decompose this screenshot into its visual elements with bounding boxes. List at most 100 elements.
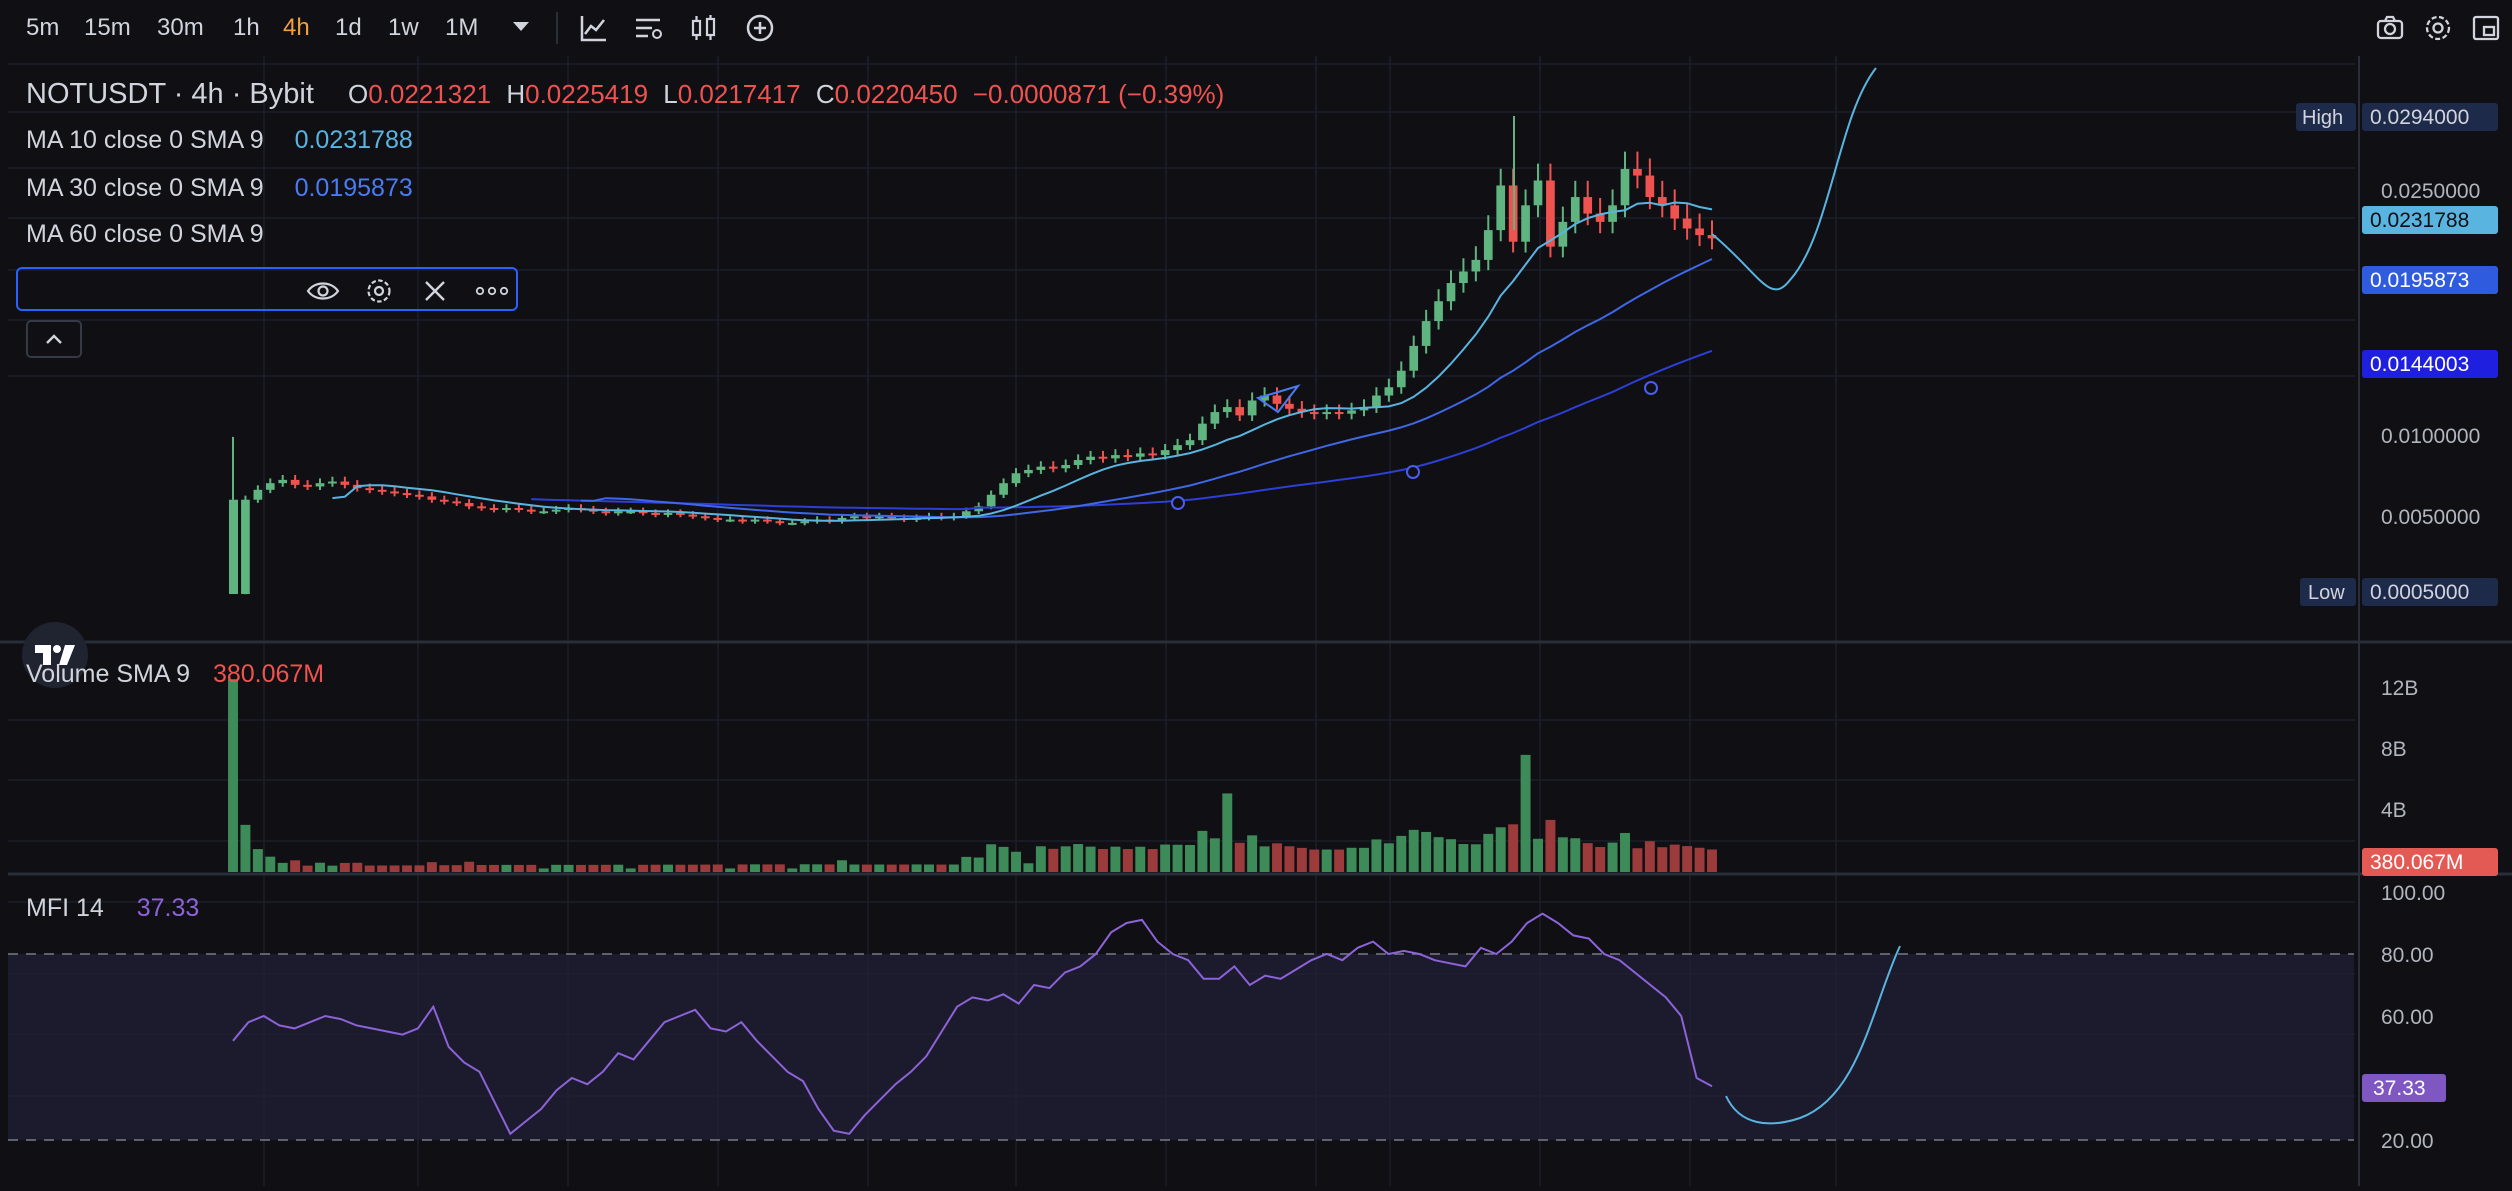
volume-bar <box>1557 837 1568 872</box>
ma60-marker <box>1171 496 1185 510</box>
more-options-icon[interactable] <box>474 282 510 300</box>
ma60-price-tag <box>2362 350 2498 378</box>
volume-bar <box>1160 844 1171 872</box>
timeframe-1M[interactable]: 1M <box>445 14 479 41</box>
candle-body <box>415 494 424 497</box>
ma30-legend[interactable]: MA 30 close 0 SMA 9 0.0195873 <box>26 174 413 203</box>
candle-body <box>986 494 996 507</box>
ma10-legend[interactable]: MA 10 close 0 SMA 9 0.0231788 <box>26 126 413 155</box>
close-value: 0.0220450 <box>834 79 958 109</box>
collapse-legend-button[interactable] <box>26 320 82 358</box>
volume-bar <box>1632 848 1643 872</box>
volume-bar <box>1607 842 1618 872</box>
volume-bar <box>476 864 487 872</box>
volume-bar <box>625 868 636 872</box>
ma30-line <box>580 258 1713 519</box>
volume-bar <box>1644 841 1655 872</box>
high-label: High <box>2302 107 2343 129</box>
indicators-chart-icon[interactable] <box>578 12 610 44</box>
fullscreen-icon[interactable] <box>2470 12 2502 44</box>
volume-bar <box>439 865 450 872</box>
timeframe-5m[interactable]: 5m <box>26 14 60 41</box>
price-change: −0.0000871 (−0.39%) <box>972 79 1225 109</box>
timeframe-15m[interactable]: 15m <box>84 14 131 41</box>
timeframe-dropdown-icon[interactable] <box>510 18 532 36</box>
volume-bar <box>1259 846 1270 872</box>
timeframe-1w[interactable]: 1w <box>388 14 419 41</box>
candle-body <box>1322 412 1332 415</box>
add-indicator-icon[interactable] <box>744 12 776 44</box>
volume-bar <box>1085 846 1096 872</box>
candle-body <box>601 511 611 514</box>
tradingview-logo-icon <box>35 645 75 665</box>
candle-body <box>638 511 648 514</box>
ma60-legend-selected[interactable] <box>16 267 518 311</box>
candle-body <box>315 483 325 487</box>
high-value-box <box>2362 103 2498 131</box>
mfi-tag <box>2362 1074 2446 1102</box>
candle-body <box>1347 410 1356 414</box>
volume-bar <box>538 868 549 872</box>
volume-bar <box>1396 835 1407 872</box>
volume-bar <box>998 846 1009 872</box>
volume-bar <box>327 865 338 872</box>
candle-body <box>1471 259 1481 272</box>
volume-bar <box>414 865 425 872</box>
chart-area[interactable]: 0.0250000 0.0100000 0.0050000 High 0.029… <box>0 56 2512 1186</box>
candle-body <box>1210 412 1220 424</box>
candle-body <box>303 484 312 487</box>
volume-bar <box>1682 846 1693 872</box>
candle-body <box>1421 321 1431 346</box>
candle-body <box>700 516 710 519</box>
candle-body <box>1459 271 1468 284</box>
candle-body <box>340 481 350 485</box>
settings-gear-icon[interactable] <box>2422 12 2454 44</box>
mfi-band <box>8 954 2354 1140</box>
volume-bar <box>1247 835 1258 872</box>
volume-bar <box>513 864 524 872</box>
projection-curve-price <box>1711 67 1877 291</box>
chart-canvas[interactable]: 0.0250000 0.0100000 0.0050000 High 0.029… <box>0 56 2512 1186</box>
timeframe-1h[interactable]: 1h <box>233 14 260 41</box>
ma60-price-tag-text: 0.0144003 <box>2370 353 2469 376</box>
candle-style-icon[interactable] <box>688 12 720 44</box>
volume-bar <box>1272 843 1282 872</box>
volume-bar <box>849 864 860 872</box>
volume-bar <box>489 864 499 872</box>
candle-body <box>676 512 685 515</box>
volume-bar <box>1707 849 1717 872</box>
eye-icon[interactable] <box>306 278 340 304</box>
symbol-legend[interactable]: NOTUSDT · 4h · Bybit O0.0221321 H0.02254… <box>26 78 1224 111</box>
high-label-ohlc: H <box>506 79 526 109</box>
volume-bar <box>563 864 574 872</box>
mfi-title: MFI 14 <box>26 894 104 922</box>
volume-bar <box>1296 847 1307 872</box>
volume-bar <box>1060 846 1071 872</box>
timeframe-4h[interactable]: 4h <box>283 14 310 41</box>
candle-body <box>1334 412 1344 415</box>
ma60-legend[interactable]: MA 60 close 0 SMA 9 <box>26 220 264 249</box>
ma60-marker <box>1406 465 1420 479</box>
mfi-legend[interactable]: MFI 14 37.33 <box>26 894 199 923</box>
volume-tick: 8B <box>2381 738 2407 761</box>
candle-body <box>1409 345 1419 371</box>
volume-bar <box>1433 837 1444 872</box>
volume-bar <box>1371 839 1382 872</box>
timeframe-1d[interactable]: 1d <box>335 14 362 41</box>
indicator-settings-icon[interactable] <box>364 276 394 306</box>
remove-indicator-icon[interactable] <box>422 278 448 304</box>
timeframe-30m[interactable]: 30m <box>157 14 204 41</box>
camera-icon[interactable] <box>2374 12 2406 44</box>
volume-bar <box>787 868 798 872</box>
tradingview-logo[interactable] <box>22 622 88 688</box>
replay-icon[interactable] <box>632 12 664 44</box>
volume-bar <box>265 856 276 872</box>
ma30-value: 0.0195873 <box>294 174 413 202</box>
volume-bar <box>1122 849 1133 872</box>
ohlc-values: O0.0221321 H0.0225419 L0.0217417 C0.0220… <box>348 79 1224 109</box>
mfi-tag-text: 37.33 <box>2373 1077 2426 1100</box>
volume-legend[interactable]: Volume SMA 9 380.067M <box>26 660 324 689</box>
volume-tag-text: 380.067M <box>2370 851 2463 874</box>
candle-body <box>265 483 275 490</box>
candle-body <box>1595 213 1605 222</box>
